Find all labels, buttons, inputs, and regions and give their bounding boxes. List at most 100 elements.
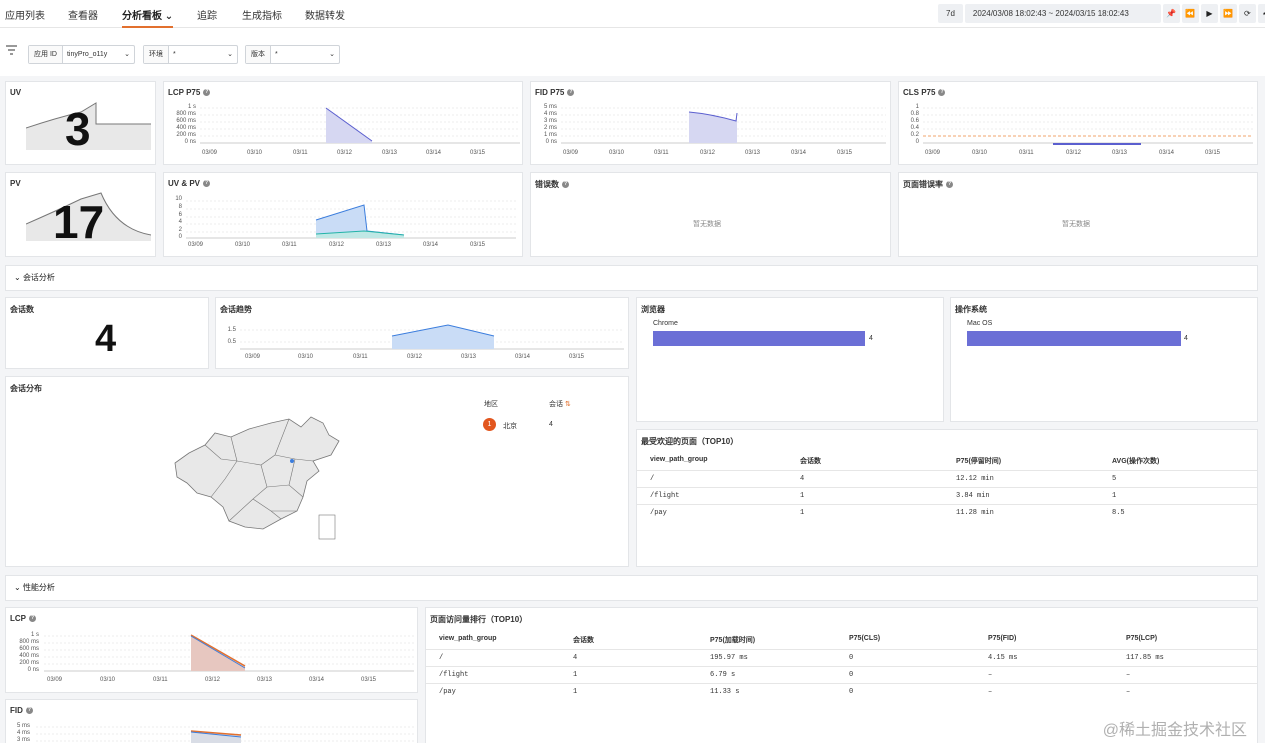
share-icon[interactable]: ➦	[1257, 3, 1265, 23]
os-panel: 操作系统 Mac OS 4	[950, 297, 1258, 422]
header-cell: view_path_group	[439, 635, 497, 642]
lcp-perf-chart	[44, 634, 414, 672]
y-tick: 0.4	[910, 125, 919, 131]
pin-icon[interactable]: 📌	[1162, 3, 1180, 23]
header-cell: P75(CLS)	[849, 635, 881, 642]
table-row[interactable]: /flight 1 3.84 min 1	[637, 487, 1257, 503]
y-tick: 0	[178, 234, 182, 240]
x-tick: 03/13	[745, 150, 761, 156]
lcp-chart	[200, 107, 520, 144]
x-tick: 03/13	[257, 677, 273, 683]
table-row[interactable]: /flight 1 6.79 s 0 – –	[426, 666, 1257, 682]
tab-forwarding[interactable]: 数据转发	[305, 11, 345, 22]
no-data-text: 暂无数据	[1062, 221, 1090, 228]
help-icon[interactable]: ?	[203, 180, 211, 188]
y-tick: 600 ms	[176, 118, 196, 124]
y-tick: 0.6	[910, 118, 919, 124]
x-tick: 03/14	[515, 354, 531, 360]
y-tick: 8	[178, 204, 182, 210]
play-icon[interactable]: ▶	[1200, 3, 1218, 23]
uv-pv-title: UV & PV?	[168, 179, 211, 188]
os-label: Mac OS	[967, 320, 993, 327]
lcp-p75-title-text: LCP P75	[168, 88, 201, 97]
table-row[interactable]: /pay 1 11.28 min 8.5	[637, 504, 1257, 520]
x-tick: 03/12	[205, 677, 221, 683]
y-tick: 0.8	[910, 111, 919, 117]
cell: 1	[573, 671, 578, 679]
filter-icon[interactable]	[6, 45, 17, 55]
x-tick: 03/11	[293, 150, 308, 156]
y-tick: 800 ms	[19, 639, 39, 645]
section-title: 会话分析	[22, 273, 55, 282]
china-map[interactable]	[171, 415, 343, 547]
table-row[interactable]: /pay 1 11.33 s 0 – –	[426, 683, 1257, 699]
y-tick: 3 ms	[543, 118, 557, 124]
tab-app-list[interactable]: 应用列表	[5, 11, 45, 22]
tab-dashboard[interactable]: 分析看板 ⌄	[122, 7, 174, 28]
time-range-picker[interactable]: 2024/03/08 18:02:43 ~ 2024/03/15 18:02:4…	[964, 3, 1161, 23]
section-title: 性能分析	[22, 583, 55, 592]
refresh-icon[interactable]: ⟳	[1238, 3, 1256, 23]
y-tick: 4 ms	[16, 730, 30, 736]
x-tick: 03/13	[382, 150, 398, 156]
session-map-title: 会话分布	[10, 384, 42, 393]
tab-metrics[interactable]: 生成指标	[242, 11, 282, 22]
version-select[interactable]: 版本 * ⌄	[245, 45, 340, 64]
time-range-short[interactable]: 7d	[938, 3, 963, 23]
help-icon[interactable]: ?	[567, 89, 575, 97]
x-tick: 03/11	[654, 150, 669, 156]
lcp-title-text: LCP	[10, 614, 26, 623]
y-tick: 4	[178, 219, 182, 225]
help-icon[interactable]: ?	[946, 181, 953, 189]
help-icon[interactable]: ?	[938, 89, 946, 97]
cell: 0	[849, 671, 854, 679]
help-icon[interactable]: ?	[25, 707, 33, 715]
env-value: *	[173, 51, 176, 58]
cell: –	[1126, 688, 1131, 696]
app-id-select[interactable]: 应用 ID tinyPro_o11y ⌄	[28, 45, 135, 64]
rewind-icon[interactable]: ⏪	[1181, 3, 1199, 23]
col-session-label: 会话	[549, 401, 563, 408]
visit-rank-title: 页面访问量排行（TOP10）	[430, 615, 528, 624]
os-title: 操作系统	[955, 305, 987, 314]
session-count-value: 4	[95, 318, 117, 360]
x-tick: 03/13	[1112, 150, 1128, 156]
app-id-value: tinyPro_o11y	[66, 51, 108, 58]
no-data-text: 暂无数据	[693, 221, 721, 228]
env-select[interactable]: 环境 * ⌄	[143, 45, 238, 64]
table-row[interactable]: / 4 195.97 ms 0 4.15 ms 117.85 ms	[426, 649, 1257, 665]
section-performance[interactable]: ⌄ 性能分析	[5, 575, 1258, 601]
x-tick: 03/12	[700, 150, 716, 156]
error-rate-title-text: 页面错误率	[903, 180, 943, 189]
x-tick: 03/09	[188, 242, 204, 248]
cell: /pay	[650, 509, 667, 517]
x-tick: 03/10	[100, 677, 116, 683]
help-icon[interactable]: ?	[29, 615, 36, 623]
col-session[interactable]: 会话 ⇅	[549, 399, 571, 409]
cell: 5	[1112, 475, 1117, 483]
top-pages-title: 最受欢迎的页面（TOP10）	[641, 437, 739, 446]
tab-trace[interactable]: 追踪	[197, 11, 217, 22]
section-session-analysis[interactable]: ⌄ 会话分析	[5, 265, 1258, 291]
tab-viewer[interactable]: 查看器	[68, 11, 98, 22]
table-row[interactable]: / 4 12.12 min 5	[637, 470, 1257, 486]
header-cell: 会话数	[573, 637, 594, 644]
pv-value: 17	[53, 196, 105, 248]
x-tick: 03/15	[470, 150, 486, 156]
help-icon[interactable]: ?	[562, 181, 569, 189]
chevron-down-icon: ⌄	[14, 273, 23, 282]
cell: 4	[573, 654, 578, 662]
forward-icon[interactable]: ⏩	[1219, 3, 1237, 23]
help-icon[interactable]: ?	[203, 89, 211, 97]
header-cell: 会话数	[800, 458, 821, 465]
cls-p75-panel: CLS P75? 1 0.8 0.6 0.4 0.2 0 03/09 03/10…	[898, 81, 1258, 165]
lcp-title: LCP?	[10, 614, 36, 623]
chevron-down-icon: ⌄	[124, 51, 130, 58]
y-tick: 0 ns	[184, 139, 196, 145]
y-tick: 3 ms	[16, 737, 30, 743]
fid-p75-title: FID P75?	[535, 88, 575, 97]
sort-icon[interactable]: ⇅	[563, 401, 571, 408]
cell: /	[439, 654, 444, 662]
cell: 1	[1112, 492, 1117, 500]
header-cell: AVG(操作次数)	[1112, 458, 1160, 465]
